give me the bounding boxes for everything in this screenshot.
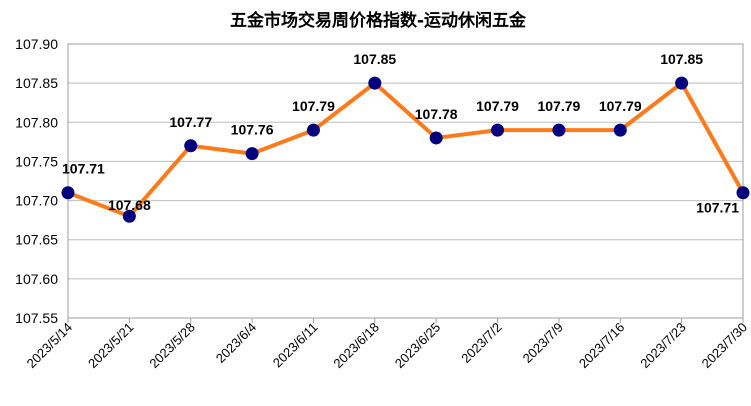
y-tick-label: 107.85 [15, 75, 58, 91]
data-point [368, 76, 382, 90]
x-tick-label: 2023/7/30 [699, 320, 751, 372]
data-point [306, 123, 320, 137]
data-label: 107.79 [292, 98, 335, 114]
data-label: 107.85 [660, 51, 703, 67]
y-tick-label: 107.80 [15, 114, 58, 130]
data-point [675, 76, 689, 90]
data-labels: 107.71 107.68 107.77 107.76 107.79 107.85 107.… [62, 51, 739, 216]
chart-title: 五金市场交易周价格指数-运动休闲五金 [230, 10, 527, 31]
data-label: 107.78 [415, 106, 458, 122]
data-point [613, 123, 627, 137]
y-tick-label: 107.60 [15, 271, 58, 287]
data-point [122, 209, 136, 223]
x-tick-label: 2023/7/16 [576, 320, 628, 372]
x-tick-label: 2023/7/9 [520, 320, 566, 366]
y-tick-label: 107.65 [15, 232, 58, 248]
x-axis: 2023/5/14 2023/5/21 2023/5/28 2023/6/4 2023/… [24, 318, 751, 372]
data-label: 107.76 [231, 122, 274, 138]
y-tick-label: 107.90 [15, 36, 58, 52]
data-label: 107.79 [537, 98, 580, 114]
data-label: 107.85 [353, 51, 396, 67]
plot-area [67, 43, 744, 319]
x-tick-label: 2023/6/25 [392, 320, 444, 372]
data-label: 107.71 [696, 200, 739, 216]
y-axis: 107.55 107.60 107.65 107.70 107.75 107.80 107.… [15, 36, 58, 326]
data-point [552, 123, 566, 137]
x-tick-label: 2023/6/4 [213, 320, 259, 366]
x-tick-label: 2023/5/14 [24, 320, 76, 372]
y-tick-label: 107.55 [15, 310, 58, 326]
x-tick-label: 2023/6/18 [330, 320, 382, 372]
data-point [245, 147, 259, 161]
data-point [184, 139, 198, 153]
grid-lines [68, 43, 743, 319]
data-point [491, 123, 505, 137]
data-label: 107.71 [62, 161, 105, 177]
data-label: 107.77 [169, 114, 212, 130]
data-point [736, 186, 750, 200]
y-tick-label: 107.75 [15, 153, 58, 169]
x-tick-label: 2023/5/28 [146, 320, 198, 372]
series-line [67, 81, 745, 219]
series [61, 76, 750, 223]
data-point [61, 186, 75, 200]
y-tick-label: 107.70 [15, 193, 58, 209]
x-tick-label: 2023/7/23 [637, 320, 689, 372]
x-tick-label: 2023/6/11 [270, 320, 321, 371]
data-label: 107.79 [599, 98, 642, 114]
data-label: 107.79 [476, 98, 519, 114]
data-label: 107.68 [108, 197, 151, 213]
data-point [429, 131, 443, 145]
x-tick-label: 2023/7/2 [458, 320, 504, 366]
x-tick-label: 2023/5/21 [85, 320, 137, 372]
